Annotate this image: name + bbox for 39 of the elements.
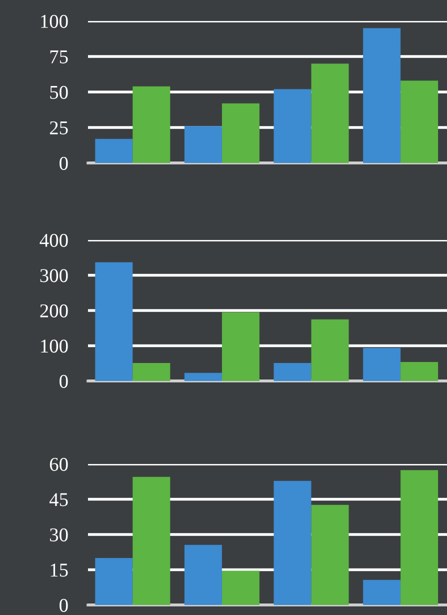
bar [400,362,438,381]
y-tick-label: 15 [50,564,68,577]
bar [222,312,260,381]
y-tick-label: 45 [49,493,68,506]
bar [274,89,312,163]
bar [184,544,222,605]
bar [184,372,222,381]
bar [311,504,349,605]
y-tick-label: 60 [50,458,68,471]
bar [95,262,133,381]
bar [95,138,133,163]
y-tick-label: 30 [50,528,68,542]
bar [400,80,438,163]
bar [222,570,260,605]
y-tick-label: 50 [50,86,68,99]
bar [311,319,349,381]
y-tick-label: 0 [60,156,68,170]
bar [274,363,312,381]
bar [95,558,133,605]
y-tick-label: 200 [40,304,68,318]
bar [400,470,438,605]
y-tick-label: 0 [60,374,68,388]
bar [184,126,222,163]
bar [363,28,401,163]
y-tick-label: 300 [40,269,68,282]
y-tick-label: 75 [50,50,68,64]
y-tick-label: 0 [60,598,68,612]
y-tick-label: 25 [50,121,68,134]
bar [311,64,349,163]
y-tick-label: 100 [41,340,68,353]
y-tick-label: 100 [41,14,68,28]
bar [132,86,170,163]
bar [132,363,170,381]
bar [274,480,312,605]
bar [363,580,401,605]
y-tick-label: 400 [40,234,68,247]
bar [363,348,401,381]
bar [132,476,170,605]
bar [222,103,260,163]
